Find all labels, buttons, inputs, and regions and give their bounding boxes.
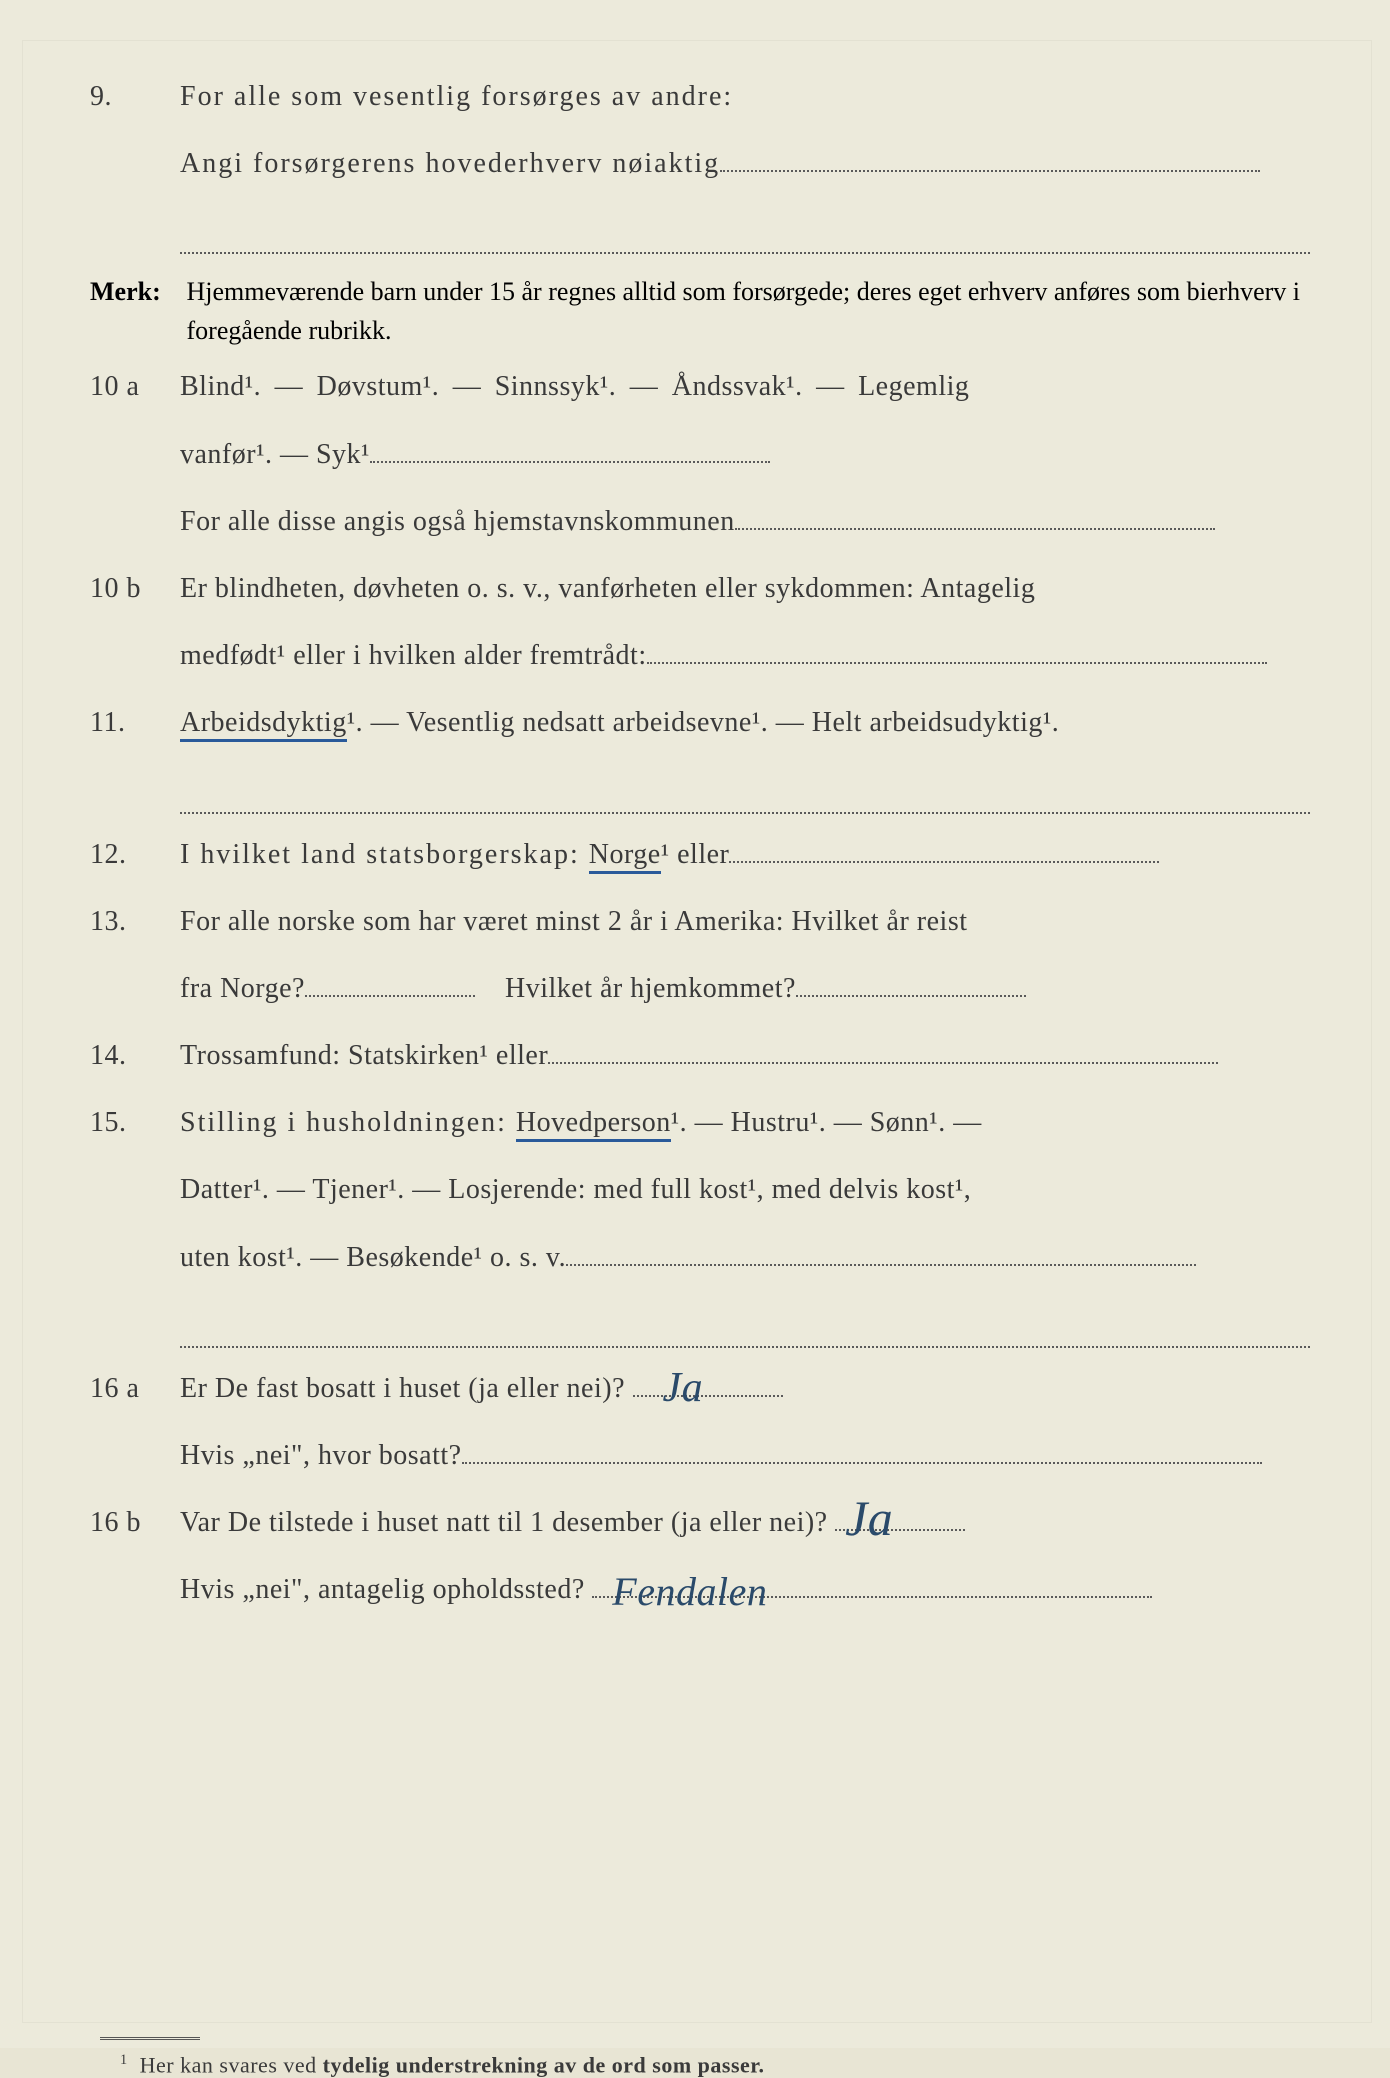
q10b-text2: medfødt¹ eller i hvilken alder fremtrådt… xyxy=(180,640,647,671)
q16a-line2: Hvis „nei", hvor bosatt? xyxy=(90,1429,1330,1482)
q10b-blank[interactable] xyxy=(647,634,1267,664)
q15-blank[interactable] xyxy=(566,1236,1196,1266)
merk-text: Hjemmeværende barn under 15 år regnes al… xyxy=(187,272,1327,350)
q13-blank1[interactable] xyxy=(305,967,475,997)
q10b-num: 10 b xyxy=(90,562,180,615)
q15-hoved: Hovedperson xyxy=(516,1107,671,1142)
q15-num: 15. xyxy=(90,1096,180,1149)
q13-text1: For alle norske som har været minst 2 år… xyxy=(180,895,1330,948)
q15-line1: 15. Stilling i husholdningen: Hovedperso… xyxy=(90,1096,1330,1149)
q10b-line1: 10 b Er blindheten, døvheten o. s. v., v… xyxy=(90,562,1330,615)
q16a-answer: Ja xyxy=(663,1349,704,1429)
q16b-line2: Hvis „nei", antagelig opholdssted? Fenda… xyxy=(90,1563,1330,1616)
q13-line2: fra Norge? Hvilket år hjemkommet? xyxy=(90,962,1330,1015)
q16a-blank1[interactable]: Ja xyxy=(633,1367,783,1397)
q12-texta: I hvilket land statsborgerskap: xyxy=(180,839,589,870)
footnote-rule xyxy=(100,2037,200,2040)
merk-note: Merk: Hjemmeværende barn under 15 år reg… xyxy=(90,272,1330,350)
q15-line2: Datter¹. — Tjener¹. — Losjerende: med fu… xyxy=(90,1163,1330,1216)
q14-line: 14. Trossamfund: Statskirken¹ eller xyxy=(90,1029,1330,1082)
q16a-num: 16 a xyxy=(90,1362,180,1415)
q14-text: Trossamfund: Statskirken¹ eller xyxy=(180,1040,548,1071)
q10a-opts2: vanfør¹. — Syk¹ xyxy=(180,439,370,470)
q13-text2b: Hvilket år hjemkommet? xyxy=(505,973,796,1004)
form-page: 9. For alle som vesentlig forsørges av a… xyxy=(0,0,1390,2048)
q16b-text2: Hvis „nei", antagelig opholdssted? xyxy=(180,1574,585,1605)
q16b-answer: Ja xyxy=(845,1471,893,1566)
q10b-line2: medfødt¹ eller i hvilken alder fremtrådt… xyxy=(90,629,1330,682)
merk-label: Merk: xyxy=(90,272,180,311)
q16a-blank2[interactable] xyxy=(462,1434,1262,1464)
q13-blank2[interactable] xyxy=(796,967,1026,997)
q10a-num: 10 a xyxy=(90,360,180,413)
q15-b: ¹. — Hustru¹. — Sønn¹. — xyxy=(671,1107,982,1138)
q16b-text: Var De tilstede i huset natt til 1 desem… xyxy=(180,1507,828,1538)
footnote-b: tydelig understrekning av de ord som pas… xyxy=(323,2052,765,2077)
q11-num: 11. xyxy=(90,696,180,749)
q13-text2a: fra Norge? xyxy=(180,973,305,1004)
q9-blank2[interactable] xyxy=(180,204,1310,254)
footnote: 1 Her kan svares ved tydelig understrekn… xyxy=(120,2052,1330,2078)
q10a-line3: For alle disse angis også hjemstavnskomm… xyxy=(90,495,1330,548)
q11-blank[interactable] xyxy=(180,764,1310,814)
q9-text2: Angi forsørgerens hovederhverv nøiaktig xyxy=(180,148,720,179)
q10a-blank2[interactable] xyxy=(735,500,1215,530)
q9-text1: For alle som vesentlig forsørges av andr… xyxy=(180,70,1330,123)
q9-num: 9. xyxy=(90,70,180,123)
q10a-text3: For alle disse angis også hjemstavnskomm… xyxy=(180,506,735,537)
q12-norge: Norge xyxy=(589,839,661,874)
q16b-answer2: Fendalen xyxy=(612,1554,767,1630)
q13-line1: 13. For alle norske som har været minst … xyxy=(90,895,1330,948)
q9-blank1[interactable] xyxy=(720,142,1260,172)
footnote-a: Her kan svares ved xyxy=(140,2052,323,2077)
q16b-blank1[interactable]: Ja xyxy=(835,1501,965,1531)
q12-num: 12. xyxy=(90,828,180,881)
q16b-blank2[interactable]: Fendalen xyxy=(592,1568,1152,1598)
q11-rest: ¹. — Vesentlig nedsatt arbeidsevne¹. — H… xyxy=(347,707,1060,738)
q15-text2: Datter¹. — Tjener¹. — Losjerende: med fu… xyxy=(180,1163,1330,1216)
q12-textb: ¹ eller xyxy=(661,839,730,870)
q9-line2: Angi forsørgerens hovederhverv nøiaktig xyxy=(90,137,1330,190)
q13-num: 13. xyxy=(90,895,180,948)
q16b-line1: 16 b Var De tilstede i huset natt til 1 … xyxy=(90,1496,1330,1549)
q16a-text2: Hvis „nei", hvor bosatt? xyxy=(180,1440,462,1471)
q10a-line1: 10 a Blind¹. — Døvstum¹. — Sinnssyk¹. — … xyxy=(90,360,1330,413)
q16a-text: Er De fast bosatt i huset (ja eller nei)… xyxy=(180,1373,625,1404)
q10a-line2: vanfør¹. — Syk¹ xyxy=(90,428,1330,481)
q15-a: Stilling i husholdningen: xyxy=(180,1107,516,1138)
q12-blank[interactable] xyxy=(729,833,1159,863)
q14-num: 14. xyxy=(90,1029,180,1082)
q11-line: 11. Arbeidsdyktig¹. — Vesentlig nedsatt … xyxy=(90,696,1330,749)
q10b-text1: Er blindheten, døvheten o. s. v., vanfør… xyxy=(180,562,1330,615)
q15-text3: uten kost¹. — Besøkende¹ o. s. v. xyxy=(180,1242,566,1273)
q11-underlined: Arbeidsdyktig xyxy=(180,707,347,742)
q14-blank[interactable] xyxy=(548,1034,1218,1064)
q9-line1: 9. For alle som vesentlig forsørges av a… xyxy=(90,70,1330,123)
q16b-num: 16 b xyxy=(90,1496,180,1549)
q16a-line1: 16 a Er De fast bosatt i huset (ja eller… xyxy=(90,1362,1330,1415)
q12-line: 12. I hvilket land statsborgerskap: Norg… xyxy=(90,828,1330,881)
q15-line3: uten kost¹. — Besøkende¹ o. s. v. xyxy=(90,1231,1330,1284)
footnote-mark: 1 xyxy=(120,2052,128,2068)
q15-blank2[interactable] xyxy=(180,1298,1310,1348)
q10a-blank1[interactable] xyxy=(370,433,770,463)
q10a-opts: Blind¹. — Døvstum¹. — Sinnssyk¹. — Åndss… xyxy=(180,360,1330,413)
